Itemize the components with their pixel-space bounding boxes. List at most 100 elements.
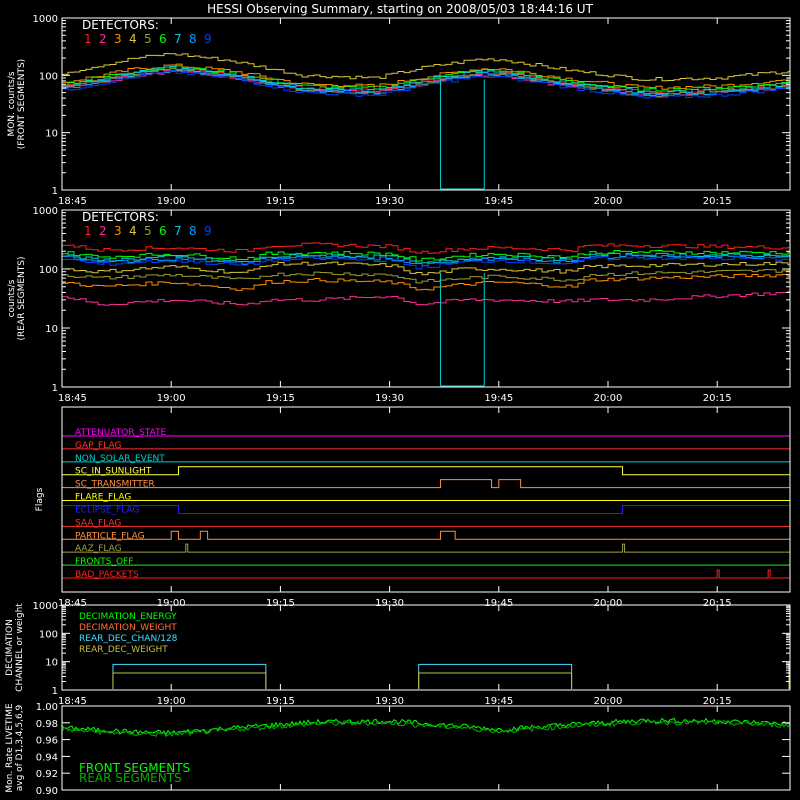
- decimation-legend-4: REAR_DEC_WEIGHT: [79, 645, 168, 655]
- panel-frame: [61, 406, 791, 593]
- decimation-trace-4: [418, 672, 573, 689]
- y-tick-label: 0.92: [36, 769, 58, 780]
- series-line-detector-7: [62, 66, 790, 95]
- y-axis-label: (REAR SEGMENTS): [17, 256, 27, 340]
- decimation-trace-4: [112, 672, 267, 689]
- flag-label-eclipse-flag: ECLIPSE_FLAG: [75, 505, 139, 515]
- x-tick-label: 19:15: [266, 598, 295, 609]
- x-tick-label: 19:00: [157, 196, 186, 207]
- x-tick-label: 19:45: [484, 196, 513, 207]
- data-gap-marker: [440, 79, 485, 190]
- panel-flags: ATTENUATOR_STATE GAP_FLAG NON_SOLAR_EVENT S…: [35, 406, 791, 609]
- flag-label-sc-in-sunlight: SC_IN_SUNLIGHT: [75, 467, 152, 477]
- x-tick-label: 19:00: [157, 696, 186, 707]
- legend-title: DETECTORS:: [82, 18, 159, 32]
- decimation-legend-3: REAR_DEC_CHAN/128: [79, 634, 178, 644]
- x-tick-label: 19:15: [266, 696, 295, 707]
- series-line-detector-3: [62, 273, 790, 291]
- series-line-detector-3: [62, 63, 790, 90]
- y-axis-label: avg of D1,3,4,5,6,9: [15, 704, 25, 791]
- flag-trace-aaz-flag: [62, 543, 790, 553]
- panel-frame: [61, 17, 791, 191]
- legend-entry-detector-2: 2: [99, 224, 107, 238]
- flag-label-bad-packets: BAD_PACKETS: [75, 570, 139, 580]
- x-tick-label: 20:00: [594, 393, 623, 404]
- x-tick-label: 19:00: [157, 598, 186, 609]
- y-tick-label: 1000: [33, 206, 58, 217]
- legend-entry-detector-8: 8: [189, 32, 197, 46]
- y-tick-label: 0.94: [36, 752, 58, 763]
- x-tick-label: 19:30: [375, 196, 404, 207]
- y-tick-label: 10: [45, 658, 58, 669]
- flag-label-aaz-flag: AAZ_FLAG: [75, 544, 122, 554]
- panel-frame: [61, 209, 791, 388]
- legend-entry-detector-7: 7: [174, 32, 182, 46]
- panel-decimation: DECIMATION_ENERGYDECIMATION_WEIGHTREAR_D…: [5, 601, 791, 707]
- y-tick-label: 1: [52, 686, 58, 697]
- x-tick-label: 20:00: [594, 598, 623, 609]
- y-tick-label: 100: [39, 629, 58, 640]
- decimation-legend-2: DECIMATION_WEIGHT: [79, 623, 177, 633]
- legend-entry-detector-7: 7: [174, 224, 182, 238]
- panel-frame: [61, 705, 791, 791]
- legend-entry-detector-3: 3: [114, 32, 122, 46]
- y-tick-label: 0.98: [36, 719, 58, 730]
- livetime-legend-1: FRONT SEGMENTS: [79, 761, 190, 775]
- x-tick-label: 20:15: [703, 393, 732, 404]
- y-tick-label: 1: [52, 186, 58, 197]
- y-tick-label: 100: [39, 265, 58, 276]
- x-tick-label: 19:45: [484, 393, 513, 404]
- legend-entry-detector-6: 6: [159, 224, 167, 238]
- legend-entry-detector-3: 3: [114, 224, 122, 238]
- y-axis-label: counts/s: [7, 279, 17, 317]
- livetime-series-2: [61, 718, 791, 738]
- series-line-detector-9: [62, 256, 790, 270]
- livetime-series-1: [61, 717, 791, 736]
- x-tick-label: 20:15: [703, 696, 732, 707]
- x-tick-label: 18:45: [58, 196, 87, 207]
- panel-frame: [61, 604, 791, 691]
- flag-label-non-solar-event: NON_SOLAR_EVENT: [75, 454, 165, 464]
- y-tick-label: 10: [45, 129, 58, 140]
- y-axis-label: (FRONT SEGMENTS): [17, 59, 27, 149]
- series-line-detector-5: [62, 269, 790, 284]
- x-tick-label: 18:45: [58, 598, 87, 609]
- series-line-detector-6: [62, 250, 790, 262]
- series-line-detector-4: [62, 261, 790, 276]
- x-tick-label: 20:15: [703, 196, 732, 207]
- flag-label-fronts-off: FRONTS_OFF: [75, 557, 133, 567]
- x-tick-label: 19:00: [157, 393, 186, 404]
- legend-entry-detector-8: 8: [189, 224, 197, 238]
- series-line-detector-1: [62, 242, 790, 254]
- series-line-detector-2: [62, 290, 790, 306]
- flag-trace-sc-in-sunlight: [62, 466, 790, 476]
- series-line-detector-7: [62, 252, 790, 264]
- legend-entry-detector-5: 5: [144, 32, 152, 46]
- legend-entry-detector-6: 6: [159, 32, 167, 46]
- y-tick-label: 10: [45, 324, 58, 335]
- x-tick-label: 19:30: [375, 696, 404, 707]
- x-tick-label: 19:30: [375, 598, 404, 609]
- legend-entry-detector-9: 9: [204, 224, 212, 238]
- y-tick-label: 0.96: [36, 736, 58, 747]
- x-tick-label: 20:00: [594, 696, 623, 707]
- x-tick-label: 19:45: [484, 696, 513, 707]
- y-axis-label: CHANNEL or weight: [15, 603, 25, 692]
- y-axis-label: MON. counts/s: [7, 71, 17, 136]
- legend-entry-detector-4: 4: [129, 32, 137, 46]
- y-axis-label: Flags: [35, 487, 45, 511]
- y-tick-label: 100: [39, 71, 58, 82]
- panel-front-segments: 1 10 100 1000 18:45 19:00 19:15 19:30 19:45 20:00…: [7, 14, 791, 207]
- y-axis-label: DECIMATION: [5, 619, 15, 676]
- flag-trace-particle-flag: [62, 530, 790, 540]
- legend-entry-detector-9: 9: [204, 32, 212, 46]
- y-tick-label: 1000: [33, 601, 58, 612]
- series-line-detector-4: [62, 53, 790, 82]
- flag-label-saa-flag: SAA_FLAG: [75, 518, 121, 528]
- series-line-detector-8: [62, 254, 790, 267]
- y-tick-label: 1.00: [36, 702, 58, 713]
- legend-entry-detector-1: 1: [84, 32, 92, 46]
- flag-label-particle-flag: PARTICLE_FLAG: [75, 531, 145, 541]
